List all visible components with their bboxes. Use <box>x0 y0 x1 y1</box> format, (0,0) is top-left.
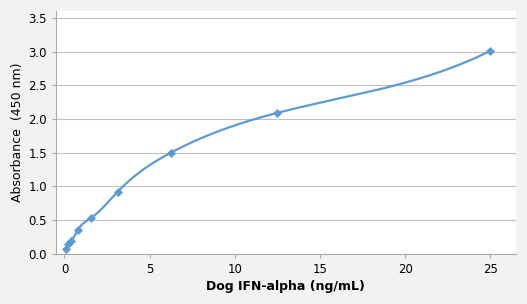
X-axis label: Dog IFN-alpha (ng/mL): Dog IFN-alpha (ng/mL) <box>207 280 365 293</box>
Y-axis label: Absorbance  (450 nm): Absorbance (450 nm) <box>11 63 24 202</box>
